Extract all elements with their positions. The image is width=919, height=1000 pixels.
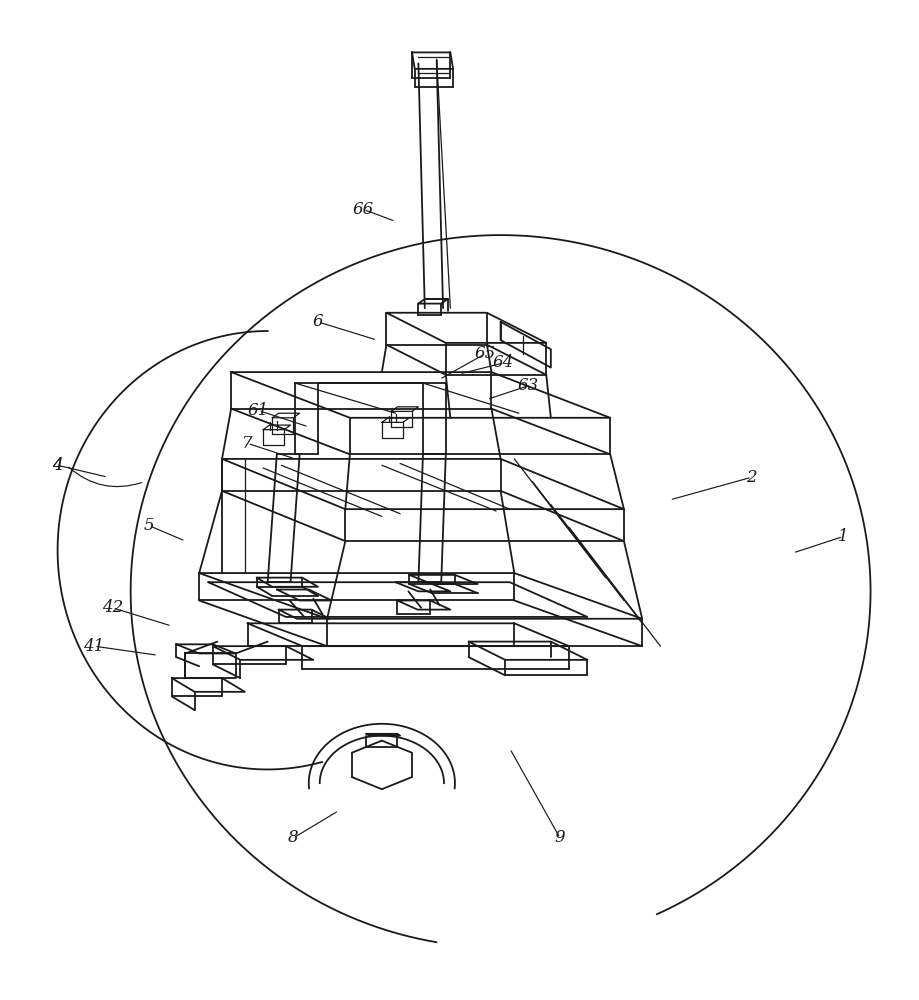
Text: 4: 4 — [52, 457, 62, 474]
Text: 63: 63 — [517, 377, 539, 394]
Text: 4: 4 — [52, 457, 62, 474]
Text: 66: 66 — [353, 201, 374, 218]
Text: 6: 6 — [312, 313, 323, 330]
Text: 5: 5 — [143, 517, 154, 534]
Text: 65: 65 — [474, 345, 495, 362]
Text: 64: 64 — [493, 354, 514, 371]
Text: 7: 7 — [243, 435, 253, 452]
Text: 1: 1 — [838, 528, 848, 545]
Text: 41: 41 — [84, 638, 105, 655]
Text: 61: 61 — [248, 402, 269, 419]
Text: 42: 42 — [102, 599, 123, 616]
Text: 9: 9 — [555, 829, 565, 846]
Text: 2: 2 — [746, 469, 757, 486]
Text: 8: 8 — [288, 829, 299, 846]
